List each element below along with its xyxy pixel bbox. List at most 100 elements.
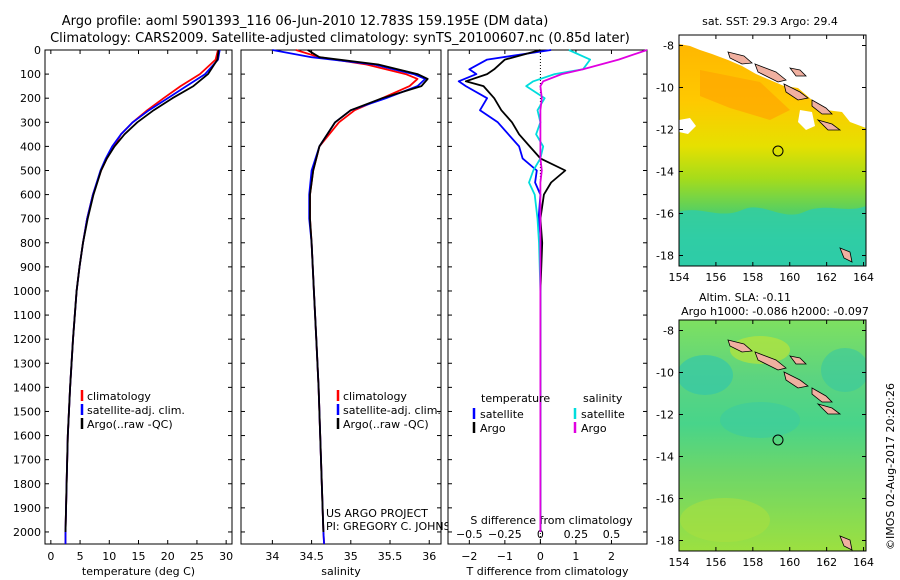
sal-xtick-label: 36 (422, 550, 436, 563)
sla-map-xtick-label: 158 (742, 556, 763, 569)
diff-xtick-label: −1 (497, 550, 513, 563)
difference-panel: −2 −1 0 1 2 T difference from climatology S di… (447, 49, 648, 578)
sst-map-xtick-label: 158 (742, 271, 763, 284)
diff-xlabel: T difference from climatology (466, 565, 629, 578)
temp-xtick-label: 30 (219, 550, 233, 563)
sla-map-xtick-label: 154 (669, 556, 690, 569)
sla-map-title-2: Argo h1000: -0.086 h2000: -0.097 (681, 305, 869, 318)
sst-map-xtick-label: 156 (705, 271, 726, 284)
project-annotation-2: PI: GREGORY C. JOHNSON (326, 520, 467, 533)
sla-low-2 (720, 402, 800, 438)
temp-ytick-label: 100 (20, 68, 41, 81)
argo-float-marker-sla (772, 434, 784, 446)
diff-xtick-label: −2 (461, 550, 477, 563)
sla-map-ytick-label: -14 (656, 451, 674, 464)
diff-legend-label: satellite (581, 408, 625, 421)
temp-ytick-label: 1100 (13, 309, 41, 322)
sla-high-2 (680, 498, 770, 542)
sst-map-ytick-label: -16 (656, 208, 674, 221)
temp-plot-frame (44, 49, 233, 545)
sst-map-title: sat. SST: 29.3 Argo: 29.4 (702, 15, 838, 28)
diff-s-tick-label: 0.25 (564, 528, 589, 541)
temp-ytick-label: 1600 (13, 430, 41, 443)
temp-series-argo-raw-qc- (64, 49, 220, 533)
header-line-2: Climatology: CARS2009. Satellite-adjuste… (50, 31, 630, 46)
temp-ytick-label: 600 (20, 189, 41, 202)
sal-legend-label: satellite-adj. clim. (343, 404, 441, 417)
temp-xlabel: temperature (deg C) (82, 565, 195, 578)
temp-legend-label: Argo(..raw -QC) (87, 418, 173, 431)
salinity-panel: 34 34.5 35 35.5 36 salinity climatologysatelli… (240, 49, 467, 578)
sst-cloud-mask-3 (798, 110, 815, 130)
sal-plot-frame (240, 49, 442, 545)
diff-xtick-label: 2 (608, 550, 615, 563)
diff-xtick-label: 0 (537, 550, 544, 563)
temp-ytick-label: 300 (20, 116, 41, 129)
temp-xtick-label: 0 (47, 550, 54, 563)
sst-map-ytick-label: -10 (656, 82, 674, 95)
sla-map: Altim. SLA: -0.11 Argo h1000: -0.086 h20… (656, 291, 874, 569)
sal-xtick-label: 35 (344, 550, 358, 563)
sal-legend-label: Argo(..raw -QC) (343, 418, 429, 431)
sla-map-ytick-label: -8 (663, 325, 674, 338)
sla-map-ytick-label: -10 (656, 367, 674, 380)
sst-map-ytick-label: -8 (663, 40, 674, 53)
sst-map-xtick-label: 162 (816, 271, 837, 284)
sst-islands (727, 51, 853, 263)
diff-s-tick-label: −0.25 (488, 528, 522, 541)
temp-ytick-label: 700 (20, 213, 41, 226)
sla-map-ytick-label: -18 (656, 535, 674, 548)
temp-ytick-label: 1500 (13, 405, 41, 418)
diff-s-label: S difference from climatology (470, 514, 633, 527)
sal-xlabel: salinity (321, 565, 361, 578)
sla-map-xtick-label: 156 (705, 556, 726, 569)
sla-islands (727, 339, 853, 551)
argo-float-marker-sst (772, 145, 784, 157)
sla-map-ytick-label: -12 (656, 409, 674, 422)
sst-map-xtick-label: 154 (669, 271, 690, 284)
diff-series-salinity-argo (539, 49, 648, 532)
sla-map-ytick-label: -16 (656, 493, 674, 506)
sst-map-frame (678, 34, 867, 267)
sla-map-xtick-label: 160 (779, 556, 800, 569)
sst-cool-band (679, 206, 866, 266)
sst-map-ytick-label: -14 (656, 166, 674, 179)
sla-high-1 (730, 336, 790, 364)
temp-legend-label: climatology (87, 390, 151, 403)
sst-map-xtick-label: 160 (779, 271, 800, 284)
temp-ytick-label: 200 (20, 92, 41, 105)
diff-xtick-label: 1 (572, 550, 579, 563)
temp-xtick-label: 5 (77, 550, 84, 563)
diff-legend-header-temperature: temperature (481, 392, 550, 405)
diff-s-tick-label: 0.5 (603, 528, 621, 541)
temp-ytick-label: 900 (20, 261, 41, 274)
temp-ytick-label: 0 (34, 44, 41, 57)
sla-low-3 (821, 348, 866, 392)
diff-s-tick-label: 0 (537, 528, 544, 541)
temp-ytick-label: 1800 (13, 478, 41, 491)
temp-ytick-label: 1700 (13, 454, 41, 467)
sst-map-axes: 154 156 158 160 162 164 -8 -10 -12 -14 -16 -18 (656, 35, 874, 284)
project-annotation-1: US ARGO PROJECT (326, 507, 428, 520)
sal-xtick-label: 34 (265, 550, 279, 563)
temp-ytick-label: 1000 (13, 285, 41, 298)
temp-ytick-label: 500 (20, 164, 41, 177)
diff-legend-header-salinity: salinity (583, 392, 623, 405)
sla-map-title-1: Altim. SLA: -0.11 (699, 291, 791, 304)
sst-map-xtick-label: 164 (853, 271, 874, 284)
temp-legend-label: satellite-adj. clim. (87, 404, 185, 417)
credit-text: ©IMOS 02-Aug-2017 20:20:26 (884, 383, 897, 550)
temp-ytick-label: 1400 (13, 381, 41, 394)
sla-map-axes: 154 156 158 160 162 164 -8 -10 -12 -14 -16 -18 (656, 320, 874, 569)
sst-warm-patch (700, 70, 790, 120)
header-line-1: Argo profile: aoml 5901393_116 06-Jun-20… (62, 14, 549, 29)
sla-map-xtick-label: 164 (853, 556, 874, 569)
diff-legend-label: Argo (581, 422, 607, 435)
sst-cloud-mask-2 (679, 118, 696, 134)
temp-ytick-label: 1200 (13, 333, 41, 346)
temp-xtick-label: 15 (132, 550, 146, 563)
temp-xtick-label: 20 (161, 550, 175, 563)
temp-ytick-label: 1300 (13, 357, 41, 370)
temp-xtick-label: 10 (102, 550, 116, 563)
